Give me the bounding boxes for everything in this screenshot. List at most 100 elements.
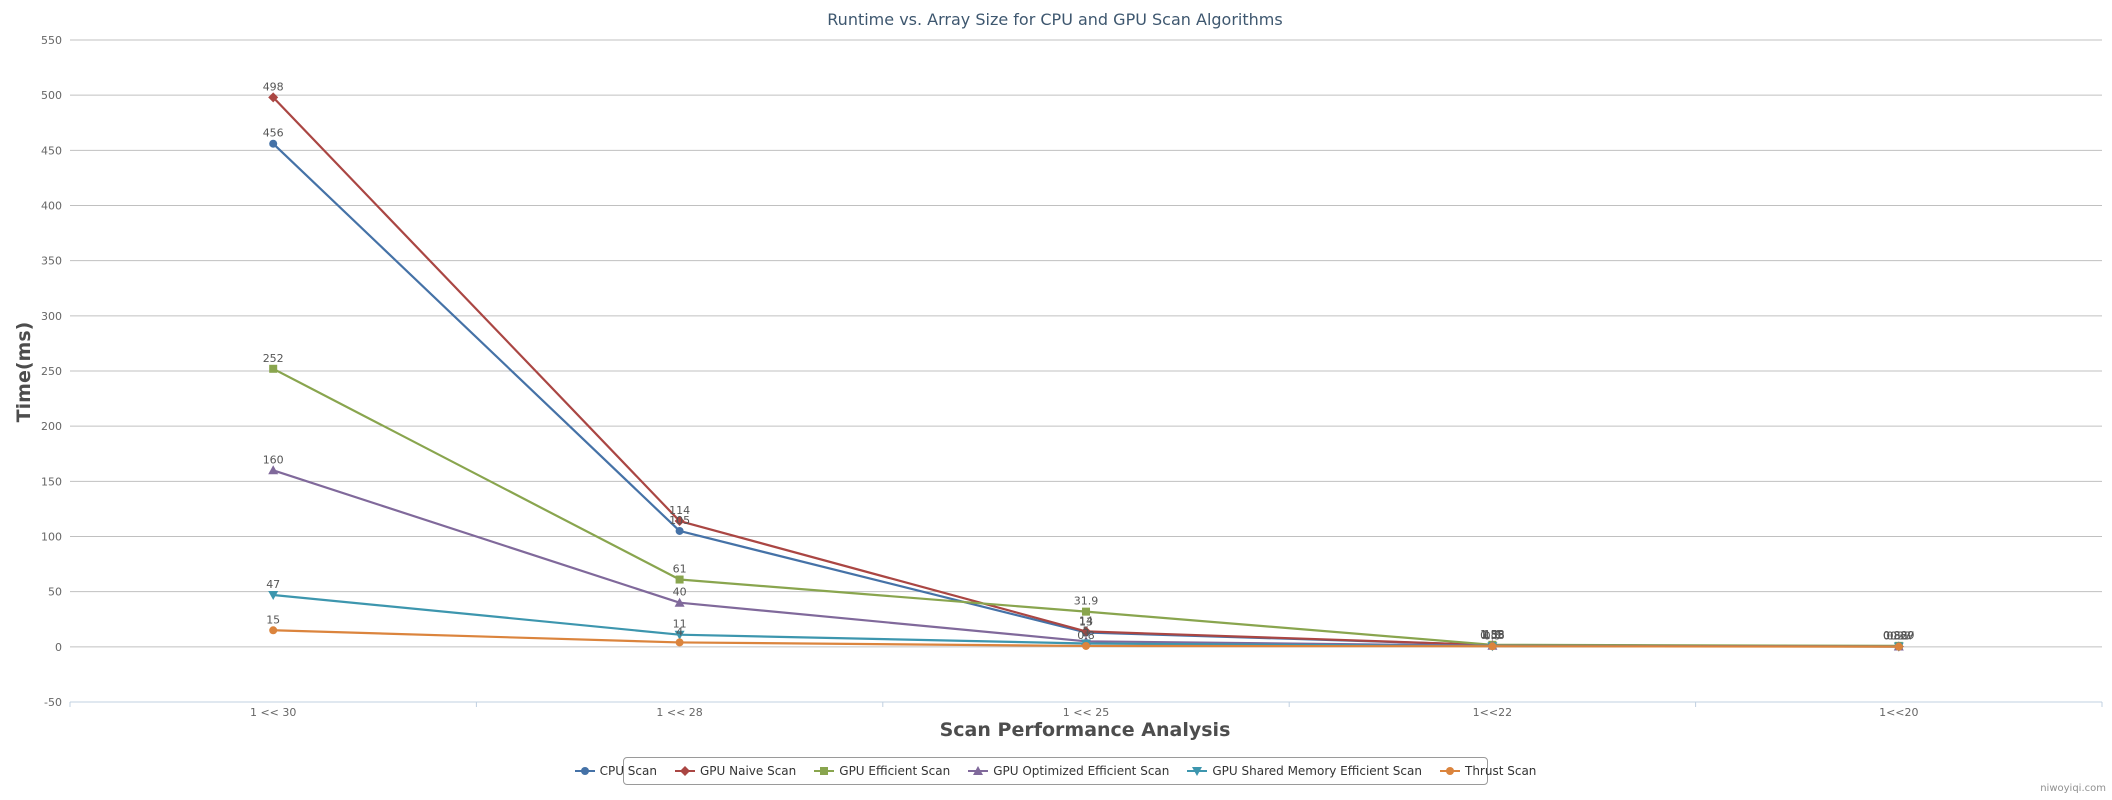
data-label: 0.8 [1077, 629, 1095, 642]
chart-title: Runtime vs. Array Size for CPU and GPU S… [827, 10, 1282, 29]
legend-swatch [968, 766, 989, 775]
data-label: 252 [263, 352, 284, 365]
data-point [269, 626, 278, 635]
gridlines [70, 39, 2102, 703]
credit-link[interactable]: niwoyiqi.com [2040, 783, 2106, 794]
data-label: 456 [263, 127, 284, 140]
y-axis-title: Time(ms) [13, 322, 35, 423]
data-point [675, 575, 684, 584]
legend-label: GPU Naive Scan [699, 764, 797, 778]
data-point [973, 766, 984, 775]
y-tick-label: 200 [41, 420, 62, 433]
x-tick-label: 1 << 30 [250, 706, 296, 719]
y-tick-label: 300 [41, 310, 62, 323]
legend-swatch [674, 766, 695, 776]
series [269, 139, 1903, 651]
data-point [268, 590, 279, 600]
data-label: 4 [676, 625, 683, 638]
data-point [674, 597, 685, 607]
data-label: 15 [266, 613, 280, 626]
y-tick-label: 0 [55, 641, 62, 654]
data-point [1082, 607, 1090, 616]
data-label: 0.5 [1484, 629, 1502, 642]
data-point [1192, 767, 1203, 776]
data-point [679, 766, 690, 776]
legend-item[interactable]: CPU Scan [574, 764, 657, 778]
y-tick-label: 100 [41, 531, 62, 544]
x-axis-tick-labels: 1 << 30 1 << 28 1 << 25 1<<22 1<<20 [250, 706, 1919, 719]
y-tick-label: 250 [41, 365, 62, 378]
data-label: 40 [673, 586, 687, 599]
legend-label: GPU Efficient Scan [839, 764, 951, 778]
data-label: 5 [1083, 624, 1090, 637]
data-label: 13 [1079, 615, 1093, 628]
data-point [1082, 641, 1090, 650]
y-tick-label: 550 [41, 34, 62, 47]
legend-item[interactable]: GPU Shared Memory Efficient Scan [1187, 764, 1422, 778]
series-line [272, 142, 1899, 648]
x-tick-label: 1<<20 [1879, 706, 1918, 719]
data-label: 61 [673, 563, 687, 576]
legend-label: GPU Optimized Efficient Scan [993, 764, 1170, 778]
data-point [1445, 767, 1454, 775]
x-tick-label: 1 << 25 [1063, 706, 1109, 719]
y-tick-label: -50 [44, 696, 62, 709]
data-point [268, 465, 279, 475]
legend-swatch [1187, 767, 1208, 776]
data-label: 3 [1083, 627, 1090, 640]
data-label: 11 [673, 618, 687, 631]
data-point [674, 630, 685, 640]
series-lines [268, 92, 1904, 652]
legend-swatch [574, 767, 595, 775]
data-point [674, 516, 685, 527]
data-label: 0.27 [1887, 630, 1912, 643]
data-point [1488, 642, 1497, 651]
y-axis-tick-labels: -50 0 50 100 150 200 250 300 350 400 450 500 550 [41, 34, 62, 709]
legend-swatch [1439, 767, 1460, 775]
data-label: 0.58 [1480, 629, 1505, 642]
y-tick-label: 350 [41, 255, 62, 268]
data-point [268, 92, 279, 103]
y-tick-label: 400 [41, 200, 62, 213]
legend-item[interactable]: GPU Naive Scan [674, 764, 797, 778]
series [269, 626, 1903, 651]
legend-item[interactable]: GPU Optimized Efficient Scan [968, 764, 1169, 778]
legend-item[interactable]: Thrust Scan [1439, 764, 1537, 778]
data-label: 1.0 [1484, 629, 1502, 642]
legend-label: Thrust Scan [1464, 764, 1537, 778]
legend-label: GPU Shared Memory Efficient Scan [1212, 764, 1422, 778]
data-label: 14 [1079, 614, 1093, 627]
x-axis-title: Scan Performance Analysis [940, 719, 1231, 741]
legend-swatch [814, 767, 835, 775]
data-label: 0.2 [1890, 630, 1908, 643]
data-point [675, 526, 684, 535]
data-point [1081, 626, 1091, 637]
data-label: 160 [263, 453, 284, 466]
x-tick-label: 1<<22 [1473, 706, 1512, 719]
data-point [820, 767, 829, 775]
x-axis-ticks [69, 702, 2103, 707]
data-label: 0.33 [1887, 629, 1912, 642]
data-label: 1.6 [1484, 628, 1502, 641]
legend-label: CPU Scan [599, 764, 657, 778]
series-line [272, 96, 1899, 648]
y-tick-label: 50 [48, 586, 62, 599]
data-label: 0.3 [1890, 630, 1908, 643]
data-label: 1.83 [1480, 628, 1505, 641]
y-tick-label: 150 [41, 475, 62, 488]
data-label: 0.889 [1883, 629, 1915, 642]
data-label: 1.58 [1480, 628, 1505, 641]
data-label: 31.9 [1074, 595, 1099, 608]
x-tick-label: 1 << 28 [656, 706, 702, 719]
legend-item[interactable]: GPU Efficient Scan [814, 764, 950, 778]
data-point [580, 767, 589, 775]
data-label: 114 [669, 504, 690, 517]
data-label: 0.337 [1883, 629, 1915, 642]
data-label: 498 [263, 80, 284, 93]
y-tick-label: 500 [41, 89, 62, 102]
data-point [675, 638, 684, 647]
legend: CPU Scan GPU Naive Scan GPU Efficient Scan… [574, 757, 1536, 785]
data-label: 47 [266, 578, 280, 591]
